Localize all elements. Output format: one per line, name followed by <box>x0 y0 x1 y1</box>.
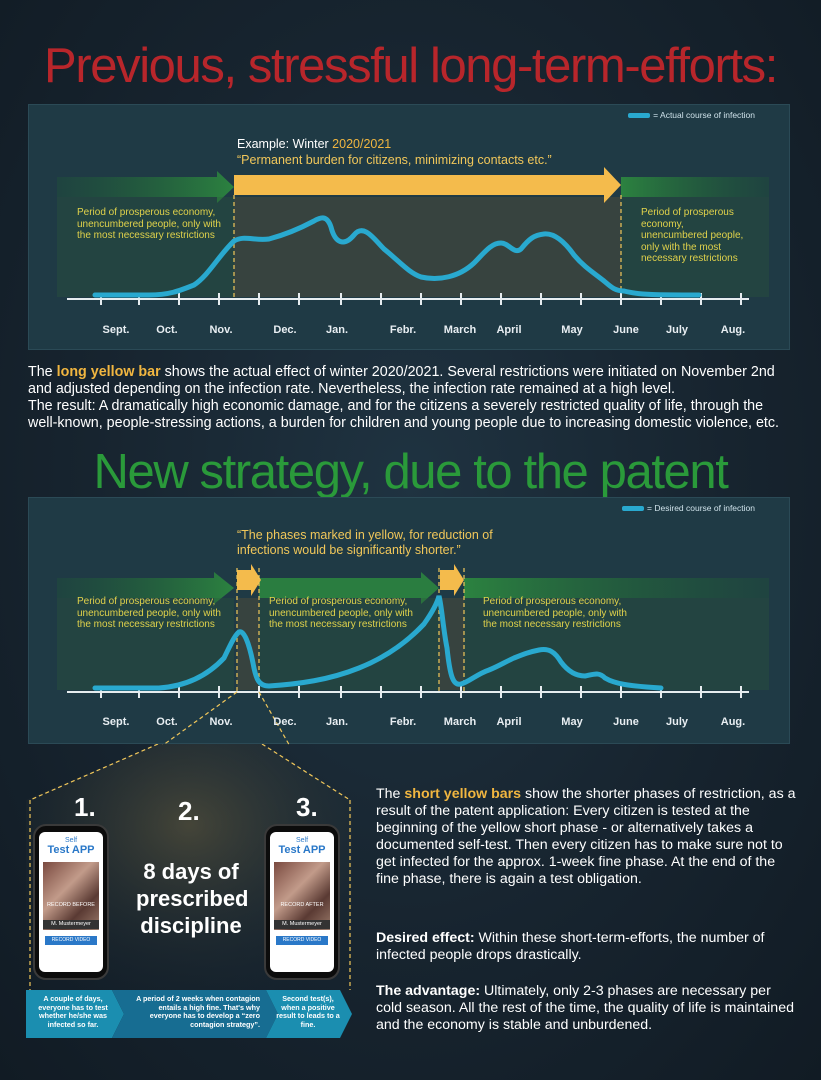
desired-infection-curve <box>92 595 664 691</box>
para2-rest: show the shorter phases of restriction, … <box>376 786 796 887</box>
phone-before: Self Test APP RECORD BEFORE M. Mustermey… <box>33 824 109 980</box>
period-text-1: Period of prosperous economy, unencumber… <box>77 596 221 630</box>
green-arrow-left <box>57 171 234 203</box>
green-arrow-3 <box>464 578 769 598</box>
month-label: Nov. <box>209 324 233 336</box>
step-text-1: A couple of days, everyone has to test w… <box>38 994 108 1029</box>
green-arrow-1 <box>57 572 234 604</box>
heading-previous: Previous, stressful long-term-efforts: <box>44 39 778 93</box>
month-label: April <box>496 716 522 728</box>
phone-screen: Self Test APP RECORD AFTER M. Mustermeye… <box>270 832 334 972</box>
para2-pre: The <box>376 786 405 802</box>
paragraph-advantage: The advantage: Ultimately, only 2-3 phas… <box>376 983 800 1034</box>
record-label: RECORD BEFORE <box>47 902 95 908</box>
step-text-3: Second test(s), when a positive result t… <box>276 994 340 1029</box>
month-label: Dec. <box>273 716 297 728</box>
record-video-button[interactable]: RECORD VIDEO PROOF <box>276 936 328 952</box>
green-arrow-right <box>621 177 769 197</box>
month-label: March <box>443 324 477 336</box>
legend-label: = Actual course of infection <box>653 110 755 120</box>
month-label: April <box>496 324 522 336</box>
period-text-left: Period of prosperous economy, unencumber… <box>77 207 221 241</box>
period-text-3: Period of prosperous economy, unencumber… <box>483 596 627 630</box>
month-label: June <box>613 324 639 336</box>
period-text-right: Period of prosperous economy, unencumber… <box>641 207 744 264</box>
paragraph-desired-effect: Desired effect: Within these short-term-… <box>376 930 800 964</box>
chart-desired-svg <box>57 564 769 745</box>
step-arrow-1 <box>26 990 124 1038</box>
yellow-short-bar-1 <box>237 564 261 596</box>
chart-legend-desired: = Desired course of infection <box>622 503 755 513</box>
month-label: Sept. <box>102 716 130 728</box>
example-label: Example: Winter 2020/2021 <box>237 137 391 152</box>
step-number-1: 1. <box>74 792 96 822</box>
month-label: Febr. <box>389 716 417 728</box>
chart2-quote: “The phases marked in yellow, for reduct… <box>237 528 493 557</box>
example-quote: “Permanent burden for citizens, minimizi… <box>237 153 552 167</box>
step-number-3: 3. <box>296 792 318 822</box>
para2-highlight: short yellow bars <box>404 786 522 802</box>
para1-highlight: long yellow bar <box>56 364 161 380</box>
step-number-2: 2. <box>178 796 200 826</box>
step-arrow-2 <box>112 990 278 1038</box>
legend-label: = Desired course of infection <box>647 503 755 513</box>
legend-swatch <box>622 505 645 511</box>
green-arrow-2 <box>259 572 439 604</box>
yellow-short-bar-2 <box>440 564 464 596</box>
app-small-label: Self <box>295 837 309 844</box>
advantage-label: The advantage: <box>376 983 481 999</box>
phone-after: Self Test APP RECORD AFTER M. Mustermeye… <box>264 824 340 980</box>
record-video-button[interactable]: RECORD VIDEO PROOF <box>45 936 97 952</box>
desired-text: Within these short-term-efforts, the num… <box>376 930 765 963</box>
user-name: M. Mustermeyer <box>274 920 330 929</box>
month-label: May <box>561 716 583 728</box>
month-label: Aug. <box>720 324 746 336</box>
month-label: June <box>613 716 639 728</box>
month-label: Febr. <box>389 324 417 336</box>
month-label: July <box>665 324 689 336</box>
record-label: RECORD AFTER <box>280 902 324 908</box>
paragraph-short-bars: The short yellow bars show the shorter p… <box>376 786 800 888</box>
desired-label: Desired effect: <box>376 930 475 946</box>
days-of-discipline: 8 days of prescribed discipline <box>136 859 249 938</box>
period-text-2: Period of prosperous economy, unencumber… <box>269 596 413 630</box>
chart-panel-desired: = Desired course of infection “The phase… <box>28 497 790 745</box>
example-prefix: Example: Winter <box>237 137 333 151</box>
month-label: Aug. <box>720 716 746 728</box>
para1-result: The result: A dramatically high economic… <box>28 398 780 431</box>
chart-legend: = Actual course of infection <box>628 110 755 120</box>
month-label: Jan. <box>325 324 349 336</box>
step-arrow-3 <box>266 990 352 1038</box>
test-photo <box>274 862 330 930</box>
chart-panel-actual: = Actual course of infection Example: Wi… <box>28 104 790 350</box>
yellow-long-bar <box>234 167 621 203</box>
test-photo <box>43 862 99 930</box>
example-year: 2020/2021 <box>332 137 392 151</box>
step-text-2: A period of 2 weeks when contagion entai… <box>136 994 260 1029</box>
para1-pre: The <box>28 364 57 380</box>
month-label: Oct. <box>156 716 178 728</box>
paragraph-long-bar: The long yellow bar shows the actual eff… <box>28 364 796 432</box>
legend-swatch <box>628 112 651 118</box>
app-title: Test APP <box>47 844 95 856</box>
chart-actual-svg <box>57 167 769 305</box>
month-label: Jan. <box>325 716 349 728</box>
month-label: Nov. <box>209 716 233 728</box>
month-label: Sept. <box>102 324 130 336</box>
month-label: March <box>443 716 477 728</box>
month-label: May <box>561 324 583 336</box>
month-label: Oct. <box>156 324 178 336</box>
month-label: July <box>665 716 689 728</box>
actual-infection-curve <box>92 215 702 298</box>
app-title: Test APP <box>278 844 326 856</box>
phone-screen: Self Test APP RECORD BEFORE M. Mustermey… <box>39 832 103 972</box>
user-name: M. Mustermeyer <box>43 920 99 929</box>
para1-rest: shows the actual effect of winter 2020/2… <box>28 364 775 397</box>
app-small-label: Self <box>64 837 78 844</box>
month-label: Dec. <box>273 324 297 336</box>
advantage-text: Ultimately, only 2-3 phases are necessar… <box>376 983 794 1033</box>
yellow-phase-band <box>234 197 621 297</box>
